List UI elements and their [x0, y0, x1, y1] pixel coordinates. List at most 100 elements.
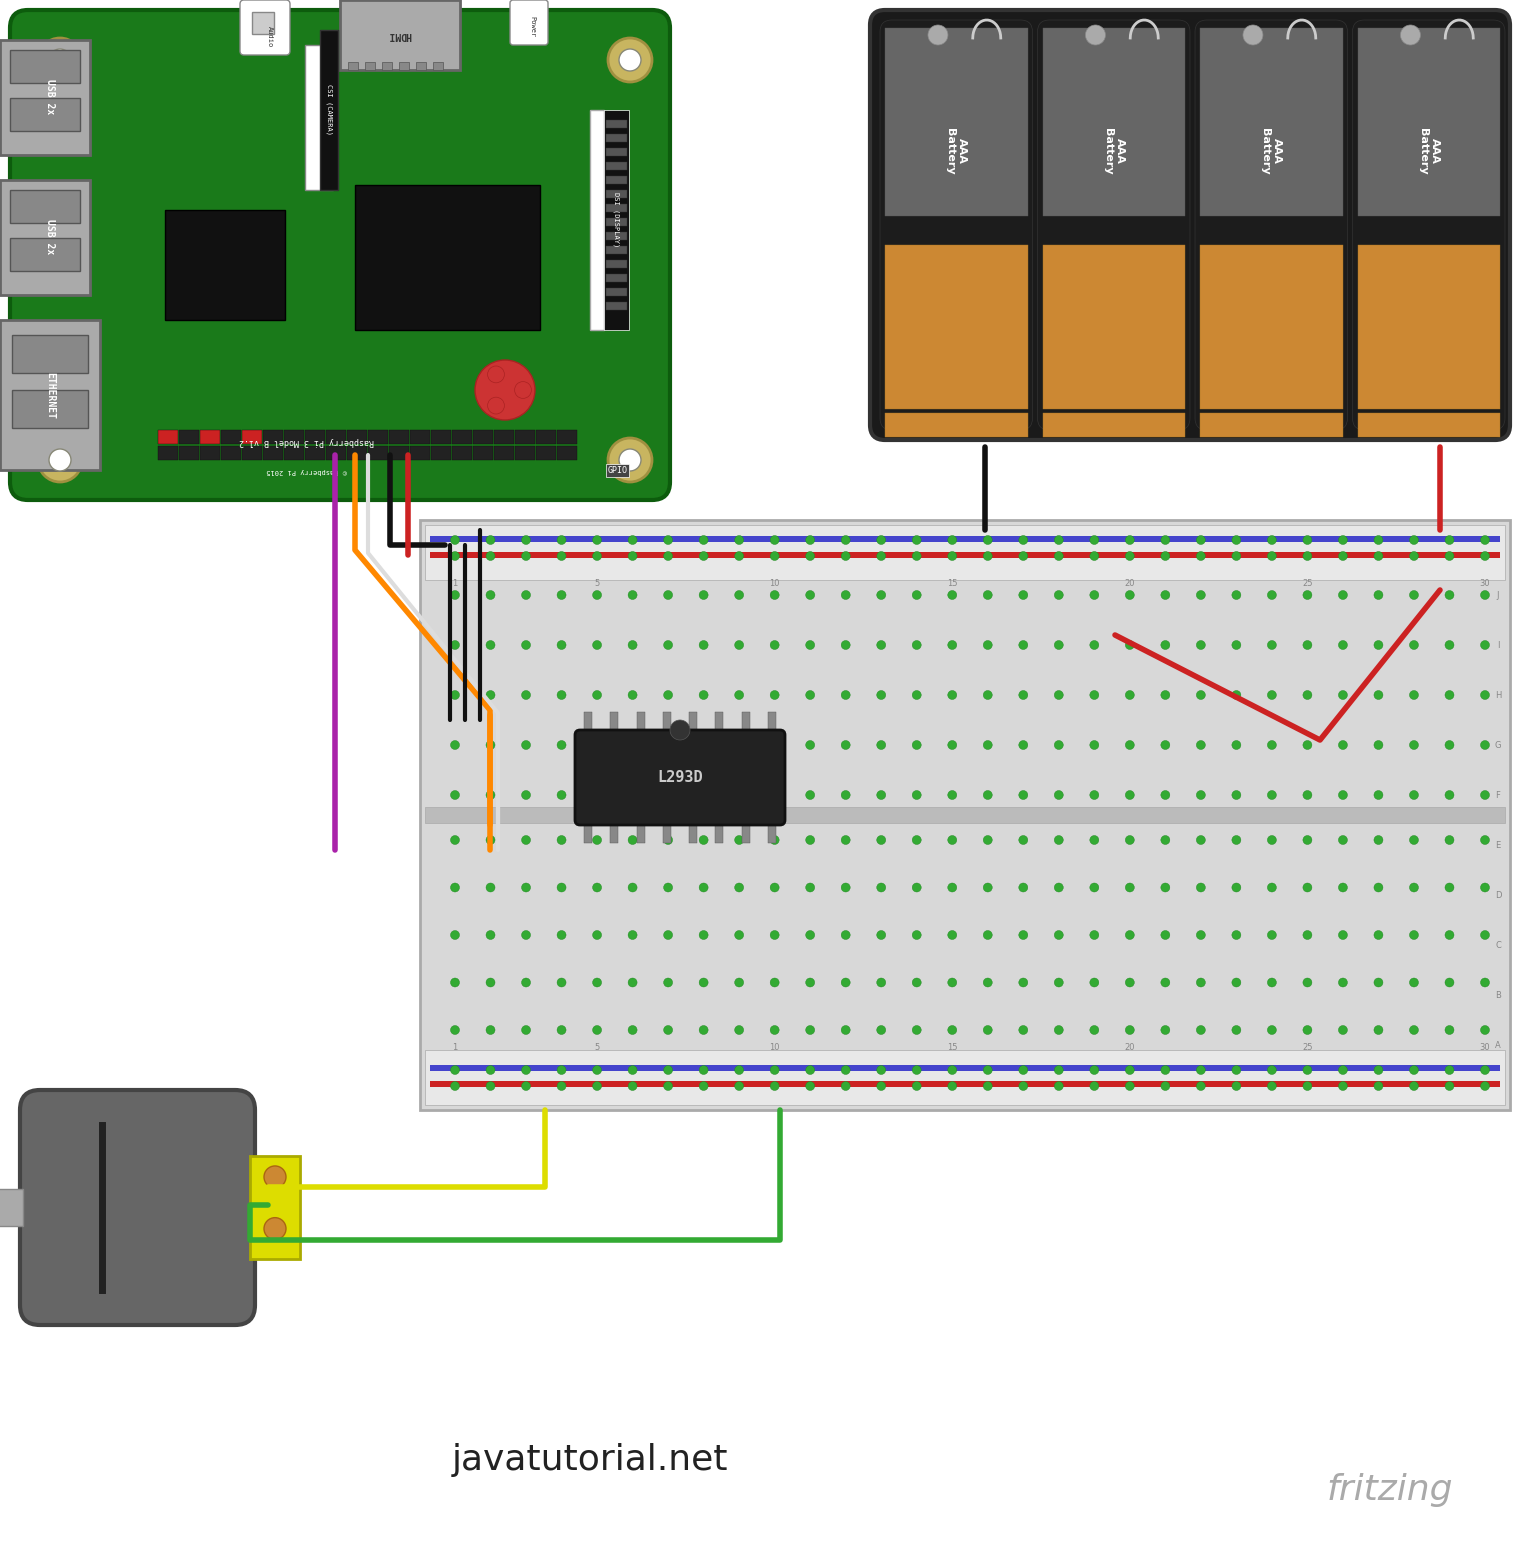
FancyBboxPatch shape [11, 9, 670, 500]
Circle shape [1054, 535, 1063, 544]
Circle shape [1481, 884, 1490, 891]
Circle shape [664, 978, 673, 987]
Circle shape [1303, 884, 1312, 891]
Circle shape [877, 791, 886, 799]
Circle shape [1373, 791, 1382, 799]
Bar [347, 446, 367, 460]
Bar [11, 99, 80, 131]
Circle shape [522, 1025, 530, 1035]
Circle shape [1401, 25, 1421, 45]
Circle shape [487, 365, 504, 382]
Circle shape [842, 640, 851, 649]
Bar [1200, 245, 1342, 409]
Bar [664, 712, 671, 729]
Circle shape [628, 930, 637, 939]
Circle shape [1197, 591, 1206, 600]
Circle shape [1303, 1025, 1312, 1035]
Bar [607, 302, 627, 310]
Circle shape [1054, 1066, 1063, 1075]
Bar [326, 446, 346, 460]
Circle shape [450, 978, 459, 987]
Circle shape [664, 740, 673, 749]
Circle shape [1373, 552, 1382, 560]
Circle shape [1303, 791, 1312, 799]
Bar [0, 321, 100, 470]
Circle shape [699, 1066, 708, 1075]
Circle shape [948, 930, 957, 939]
Circle shape [1091, 691, 1098, 700]
Circle shape [485, 640, 495, 649]
Circle shape [912, 978, 922, 987]
FancyBboxPatch shape [574, 729, 785, 825]
Circle shape [1410, 552, 1418, 560]
Circle shape [806, 740, 814, 749]
Circle shape [1018, 691, 1028, 700]
Bar [164, 210, 286, 321]
Circle shape [983, 535, 992, 544]
Text: javatutorial.net: javatutorial.net [452, 1443, 728, 1477]
Circle shape [699, 740, 708, 749]
Circle shape [877, 930, 886, 939]
Bar [430, 1066, 1501, 1072]
Circle shape [1267, 978, 1276, 987]
Circle shape [1091, 836, 1098, 845]
Circle shape [1410, 691, 1418, 700]
Bar [432, 446, 452, 460]
Circle shape [1267, 640, 1276, 649]
Bar [12, 335, 88, 373]
Circle shape [593, 1025, 602, 1035]
Circle shape [1267, 740, 1276, 749]
FancyBboxPatch shape [869, 9, 1510, 439]
Bar [158, 446, 178, 460]
Text: C: C [1495, 941, 1501, 950]
Circle shape [912, 884, 922, 891]
Bar [347, 430, 367, 444]
Bar [742, 825, 750, 843]
FancyBboxPatch shape [240, 0, 290, 56]
Circle shape [1410, 1025, 1418, 1035]
Text: CSI (CAMERA): CSI (CAMERA) [326, 85, 332, 136]
Bar [515, 446, 535, 460]
Text: D: D [1495, 890, 1501, 899]
Circle shape [912, 640, 922, 649]
Circle shape [1086, 25, 1106, 45]
Bar [1043, 28, 1184, 216]
Circle shape [1232, 691, 1241, 700]
Circle shape [1410, 740, 1418, 749]
Bar [369, 446, 389, 460]
Text: Power: Power [528, 17, 535, 37]
Bar [180, 430, 200, 444]
Circle shape [1232, 930, 1241, 939]
Circle shape [628, 591, 637, 600]
Circle shape [1267, 930, 1276, 939]
Circle shape [983, 836, 992, 845]
Circle shape [1481, 930, 1490, 939]
Circle shape [734, 1066, 743, 1075]
Bar [389, 446, 409, 460]
Bar [690, 825, 697, 843]
Circle shape [912, 691, 922, 700]
Circle shape [1445, 1081, 1455, 1090]
Circle shape [49, 49, 71, 71]
Circle shape [1232, 640, 1241, 649]
Circle shape [770, 836, 779, 845]
Circle shape [1091, 1066, 1098, 1075]
Circle shape [1445, 740, 1455, 749]
Text: 1: 1 [453, 1042, 458, 1052]
Circle shape [1410, 1081, 1418, 1090]
Circle shape [1018, 884, 1028, 891]
Bar [425, 806, 1505, 823]
Circle shape [842, 535, 851, 544]
Circle shape [770, 791, 779, 799]
Circle shape [1373, 640, 1382, 649]
Circle shape [842, 978, 851, 987]
Bar [419, 520, 1510, 1110]
Circle shape [1267, 884, 1276, 891]
Circle shape [558, 535, 567, 544]
Text: L293D: L293D [657, 769, 703, 785]
Circle shape [806, 836, 814, 845]
Circle shape [628, 791, 637, 799]
Circle shape [1481, 1025, 1490, 1035]
Circle shape [948, 1066, 957, 1075]
Text: A: A [1495, 1041, 1501, 1050]
